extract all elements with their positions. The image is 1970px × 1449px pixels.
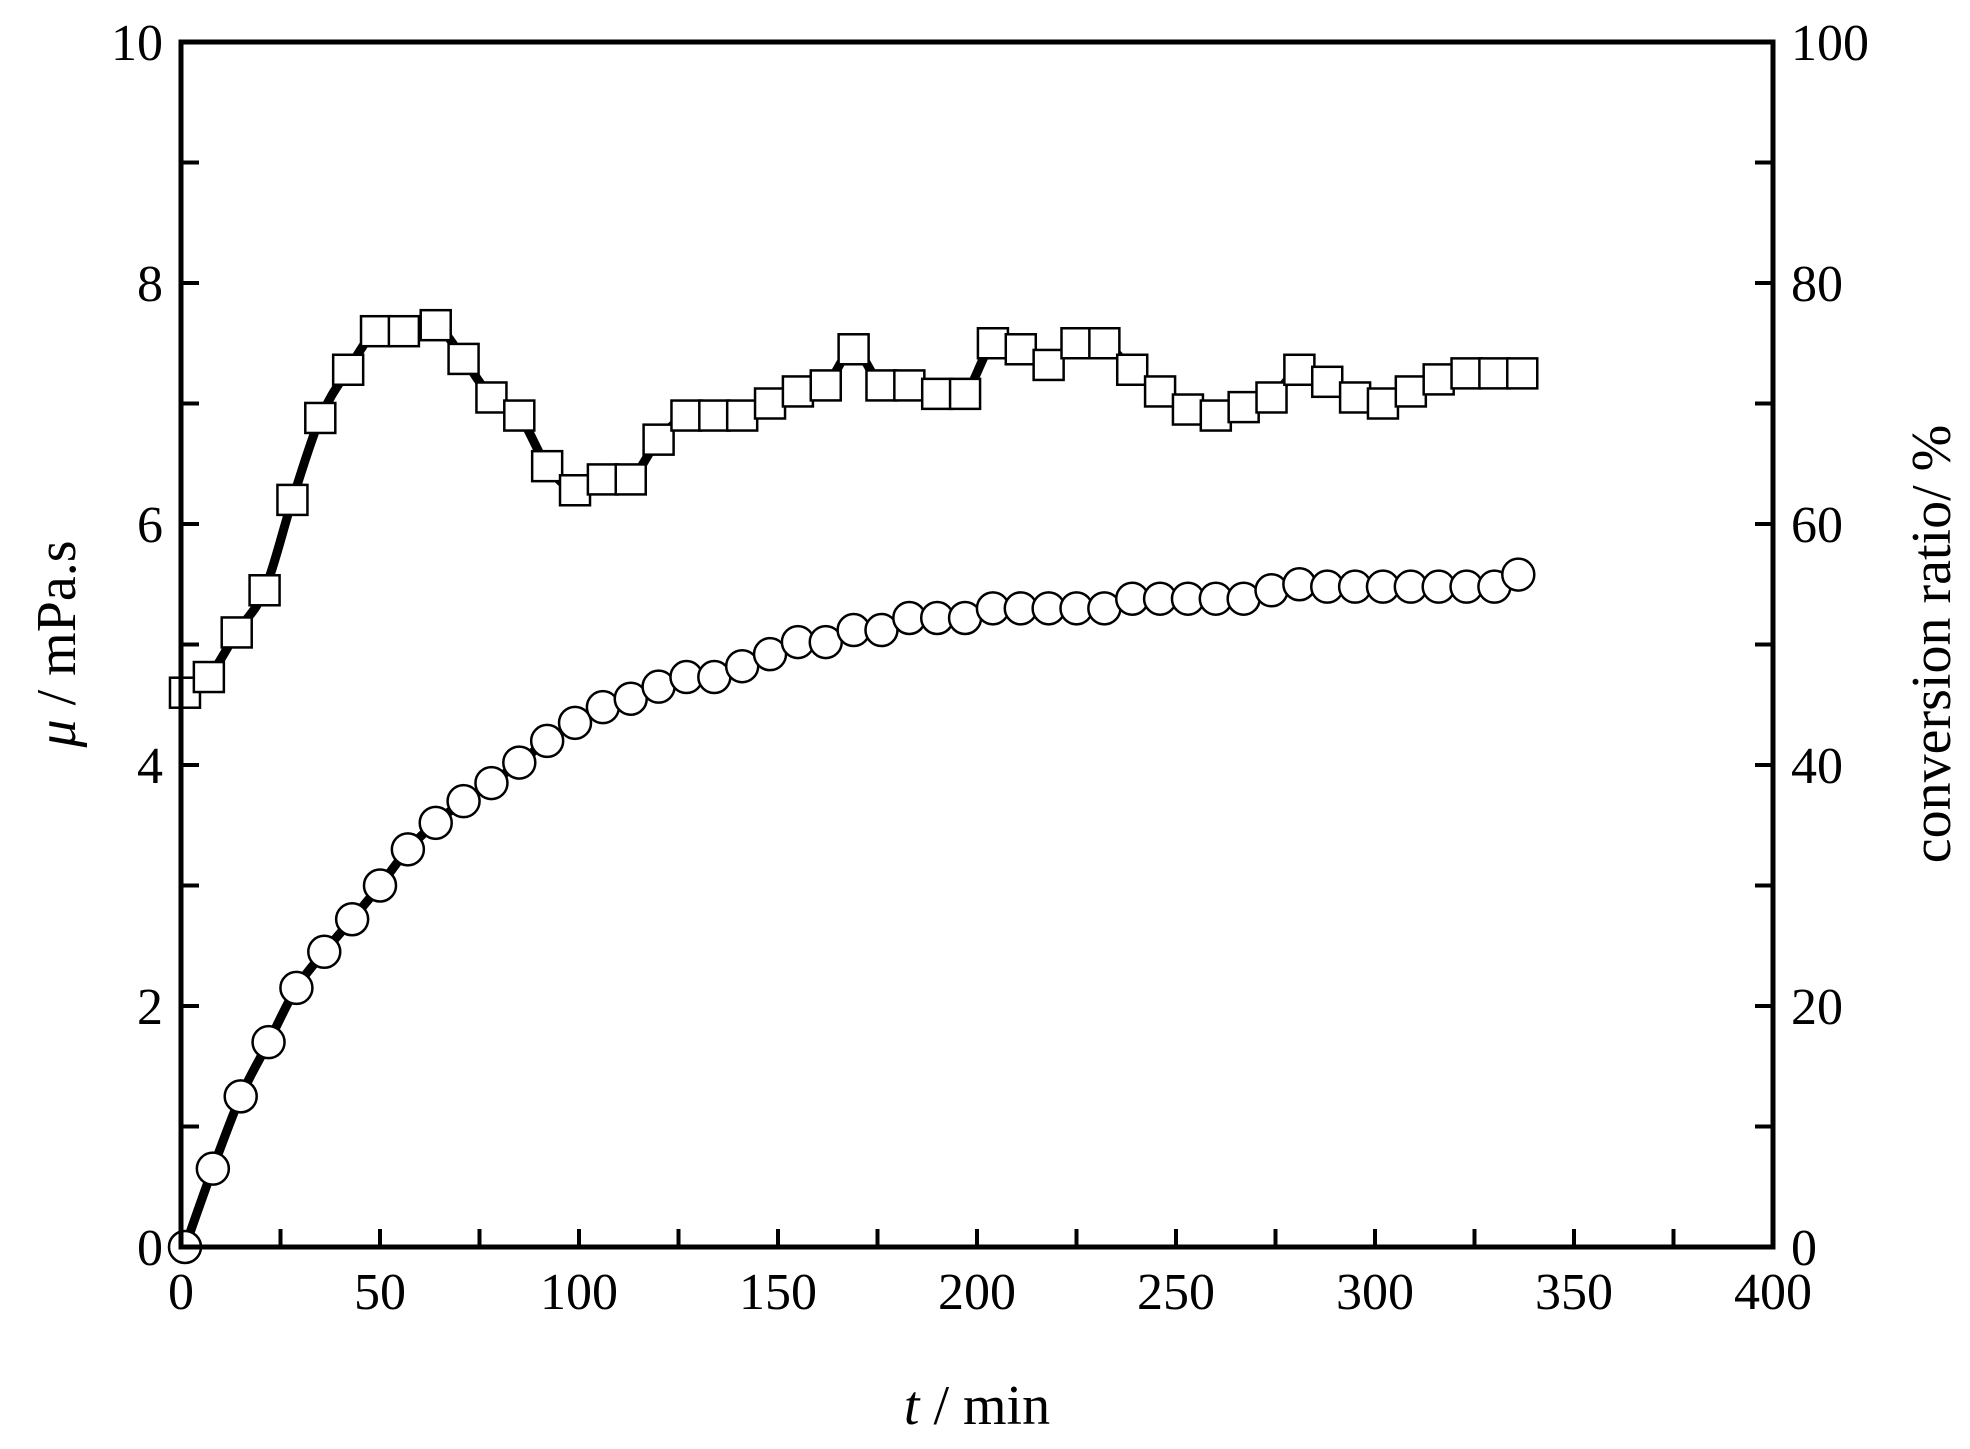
axis-ticks	[179, 40, 1775, 1249]
viscosity-marker	[586, 463, 620, 496]
viscosity-marker	[614, 463, 647, 496]
viscosity-marker	[1004, 333, 1038, 366]
viscosity-marker	[753, 387, 787, 420]
conversion-marker	[557, 705, 593, 741]
viscosity-marker	[1338, 381, 1372, 414]
x-tick-label: 0	[168, 1264, 194, 1321]
y-right-tick-label: 20	[1791, 979, 1843, 1036]
viscosity-marker	[1366, 387, 1400, 420]
viscosity-marker	[670, 399, 703, 432]
y-left-tick-label: 6	[137, 497, 163, 554]
conversion-marker	[279, 970, 314, 1006]
x-tick-label: 150	[739, 1264, 817, 1321]
x-tick-label: 200	[938, 1264, 1016, 1321]
viscosity-marker	[1060, 327, 1093, 360]
x-axis-title: t / min	[904, 1375, 1050, 1437]
y-left-tick-label: 2	[137, 979, 163, 1036]
conversion-marker	[390, 832, 426, 867]
y-right-tick-label: 0	[1791, 1220, 1817, 1277]
viscosity-marker	[1143, 375, 1177, 408]
viscosity-marker	[419, 308, 452, 342]
conversion-marker	[195, 1151, 231, 1186]
viscosity-marker	[976, 327, 1010, 360]
conversion-marker	[251, 1024, 286, 1060]
viscosity-marker	[304, 401, 337, 435]
x-axis-title-unit: / min	[919, 1375, 1050, 1437]
viscosity-marker	[893, 369, 926, 402]
x-tick-label: 50	[354, 1264, 406, 1321]
viscosity-marker	[1088, 327, 1121, 360]
conversion-marker	[223, 1079, 258, 1114]
viscosity-marker	[276, 483, 309, 517]
y-right-tick-label: 80	[1791, 256, 1843, 313]
x-tick-label: 350	[1535, 1264, 1613, 1321]
viscosity-marker	[1450, 357, 1483, 390]
viscosity-marker	[642, 423, 675, 456]
y-left-tick-label: 4	[137, 738, 163, 795]
plot-frame	[178, 39, 1776, 1250]
x-tick-label: 400	[1734, 1264, 1812, 1321]
tick-labels: 0 50 100 150 200 250 300 350 4000246810020406080…	[111, 15, 1869, 1321]
viscosity-marker	[331, 353, 365, 387]
y-axis-left-title-unit: / mPa.s	[26, 540, 88, 719]
viscosity-marker	[1310, 365, 1344, 399]
conversion-marker	[362, 868, 398, 903]
y-right-tick-label: 40	[1791, 738, 1843, 795]
viscosity-marker	[1394, 375, 1428, 408]
viscosity-marker	[781, 375, 815, 408]
x-tick-label: 250	[1137, 1264, 1215, 1321]
viscosity-marker	[1506, 357, 1539, 390]
viscosity-marker	[220, 616, 253, 649]
viscosity-marker	[503, 399, 536, 432]
conversion-marker	[334, 901, 370, 937]
viscosity-marker	[1032, 348, 1065, 382]
conversion-marker	[418, 805, 453, 841]
viscosity-marker	[920, 377, 954, 411]
conversion-marker	[307, 934, 342, 970]
conversion-marker	[1501, 557, 1536, 592]
conversion-marker	[446, 783, 481, 819]
y-axis-left-title-symbol: μ	[26, 719, 88, 748]
y-left-tick-label: 8	[137, 256, 163, 313]
data-markers	[167, 308, 1539, 1265]
x-tick-label: 300	[1336, 1264, 1414, 1321]
viscosity-marker	[1199, 399, 1233, 432]
viscosity-marker	[837, 333, 870, 366]
viscosity-marker	[698, 399, 731, 432]
x-tick-label: 100	[540, 1264, 618, 1321]
conversion-marker	[529, 723, 565, 759]
y-axis-right-title: conversion ratio/ %	[1901, 425, 1963, 864]
conversion-marker	[1254, 573, 1289, 608]
viscosity-marker	[1255, 381, 1288, 414]
conversion-marker	[502, 745, 537, 780]
viscosity-marker	[1422, 363, 1455, 396]
viscosity-marker	[948, 377, 982, 411]
viscosity-marker	[447, 342, 480, 376]
viscosity-marker	[1283, 353, 1316, 387]
viscosity-marker	[248, 574, 281, 607]
viscosity-marker	[387, 314, 421, 348]
fit-curves	[180, 319, 1527, 1252]
viscosity-marker	[1227, 390, 1260, 424]
y-axis-left-title: μ / mPa.s	[26, 540, 88, 748]
viscosity-marker	[475, 381, 508, 414]
viscosity-marker	[192, 660, 226, 694]
y-left-tick-label: 10	[111, 15, 163, 72]
y-right-tick-label: 60	[1791, 497, 1843, 554]
viscosity-marker	[1115, 353, 1149, 387]
conversion-curve	[180, 570, 1523, 1252]
viscosity-marker	[1478, 357, 1511, 390]
x-axis-title-symbol: t	[904, 1375, 921, 1437]
y-right-tick-label: 100	[1791, 15, 1869, 72]
viscosity-marker	[865, 369, 898, 402]
viscosity-marker	[530, 449, 564, 483]
viscosity-marker	[558, 474, 592, 507]
viscosity-marker	[725, 399, 759, 432]
viscosity-marker	[359, 314, 393, 348]
y-left-tick-label: 0	[137, 1220, 163, 1277]
viscosity-marker	[809, 369, 843, 402]
conversion-marker	[474, 765, 509, 801]
viscosity-marker	[1171, 393, 1205, 426]
